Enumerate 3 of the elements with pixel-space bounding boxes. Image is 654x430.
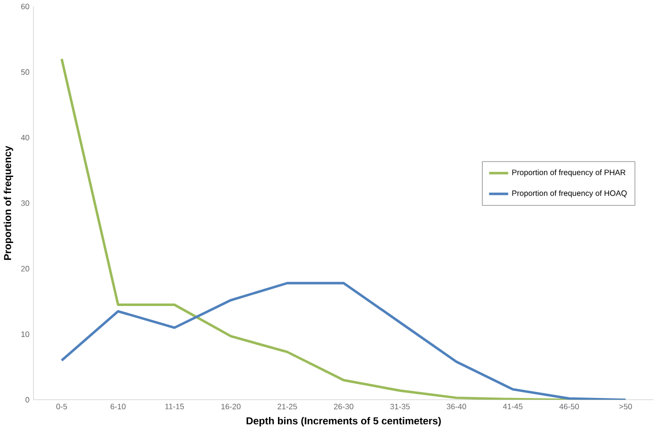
x-axis-title: Depth bins (Increments of 5 centimeters) — [246, 416, 441, 426]
y-axis-title: Proportion of frequency — [4, 146, 14, 260]
line-series — [60, 282, 627, 400]
